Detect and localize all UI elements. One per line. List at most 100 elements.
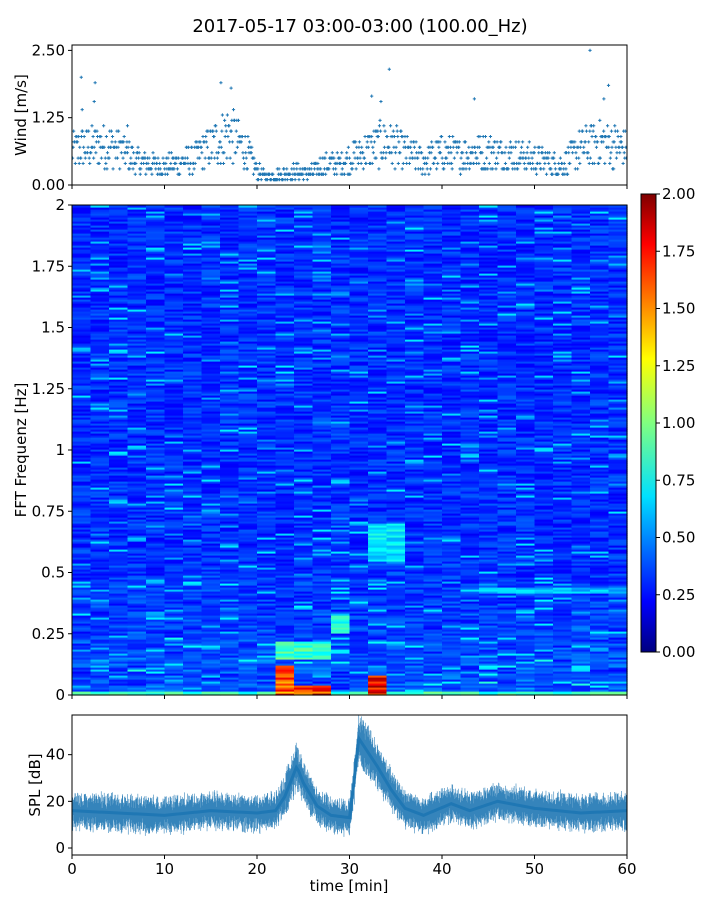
wind-point: [609, 151, 613, 155]
spectrogram-cell: [534, 643, 554, 646]
spectrogram-cell: [127, 443, 147, 446]
wind-point: [305, 178, 309, 182]
spectrogram-cell: [238, 505, 258, 508]
spectrogram-cell: [72, 557, 92, 560]
spectrogram-cell: [386, 515, 406, 518]
spectrogram-cell: [127, 575, 147, 578]
spectrogram-cell: [608, 485, 628, 488]
spectrogram-cell: [72, 481, 92, 484]
spectrogram-cell: [590, 531, 610, 534]
spectrogram-cell: [590, 661, 610, 664]
spectrogram-cell: [423, 691, 443, 694]
spectrogram-cell: [442, 681, 462, 684]
spectrogram-cell: [164, 519, 184, 522]
spectrogram-cell: [164, 595, 184, 598]
spectrogram-cell: [220, 621, 240, 624]
wind-point: [359, 161, 363, 166]
wind-point: [165, 172, 170, 176]
spectrogram-cell: [590, 437, 610, 440]
spectrogram-cell: [146, 649, 166, 652]
spectrogram-cell: [72, 577, 92, 580]
spectrogram-cell: [146, 499, 166, 502]
spectrogram-cell: [90, 475, 110, 478]
spectrogram-cell: [312, 435, 332, 438]
wind-point: [413, 167, 418, 171]
spectrogram-cell: [516, 589, 536, 592]
wind-point: [127, 140, 131, 144]
spectrogram-cell: [368, 661, 388, 664]
spectrogram-cell: [72, 643, 92, 646]
spectrogram-cell: [608, 467, 628, 470]
spectrogram-cell: [238, 477, 258, 480]
spectrogram-cell: [294, 469, 314, 472]
spectrogram-cell: [275, 501, 295, 504]
spectrogram-cell: [516, 649, 536, 652]
spectrogram-cell: [331, 607, 351, 610]
spectrogram-cell: [201, 473, 221, 476]
spectrogram-cell: [368, 547, 388, 550]
spectrogram-cell: [72, 535, 92, 538]
spectrogram-cell: [405, 615, 425, 618]
spectrogram-cell: [238, 689, 258, 692]
spectrogram-cell: [90, 525, 110, 528]
spectrogram-cell: [183, 573, 203, 576]
spectrogram-cell: [146, 535, 166, 538]
spectrogram-cell: [405, 617, 425, 620]
wind-point: [381, 156, 385, 160]
spectrogram-cell: [349, 475, 369, 478]
spectrogram-cell: [571, 437, 591, 440]
spectrogram-cell: [349, 663, 369, 666]
spectrogram-cell: [479, 581, 499, 584]
spectrogram-cell: [442, 565, 462, 568]
wind-point: [158, 161, 162, 166]
spectrogram-cell: [405, 541, 425, 544]
spectrogram-cell: [220, 439, 240, 442]
spectrogram-cell: [257, 643, 277, 646]
spectrogram-cell: [571, 439, 591, 442]
spectrogram-cell: [497, 641, 517, 644]
spectrogram-cell: [109, 591, 129, 594]
spectrogram-cell: [127, 609, 147, 612]
spectrogram-cell: [497, 527, 517, 530]
wind-point: [190, 145, 194, 149]
spectrogram-cell: [405, 599, 425, 602]
spectrogram-cell: [386, 635, 406, 638]
spectrogram-cell: [516, 507, 536, 510]
spectrogram-cell: [516, 685, 536, 688]
spectrogram-cell: [590, 463, 610, 466]
spectrogram-cell: [405, 433, 425, 436]
spectrogram-cell: [590, 683, 610, 686]
wind-point: [418, 145, 422, 149]
spectrogram-cell: [90, 489, 110, 492]
spectrogram-cell: [275, 483, 295, 486]
spectrogram-cell: [405, 469, 425, 472]
spectrogram-cell: [349, 541, 369, 544]
spectrogram-cell: [312, 625, 332, 628]
spectrogram-cell: [312, 471, 332, 474]
spectrogram-cell: [72, 623, 92, 626]
spectrogram-cell: [368, 635, 388, 638]
spectrogram-cell: [442, 447, 462, 450]
spectrogram-cell: [349, 547, 369, 550]
spectrogram-cell: [460, 673, 480, 676]
spectrogram-cell: [368, 685, 388, 688]
spectrogram-cell: [571, 683, 591, 686]
spectrogram-cell: [571, 483, 591, 486]
spectrogram-cell: [534, 561, 554, 564]
spectrogram-cell: [257, 675, 277, 678]
spectrogram-cell: [534, 495, 554, 498]
spectrogram-cell: [164, 511, 184, 514]
spectrogram-cell: [516, 663, 536, 666]
spectrogram-cell: [275, 667, 295, 670]
spectrogram-cell: [349, 573, 369, 576]
wind-point: [499, 140, 503, 144]
spectrogram-cell: [127, 597, 147, 600]
spectrogram-cell: [90, 537, 110, 540]
spectrogram-cell: [294, 465, 314, 468]
spectrogram-cell: [201, 433, 221, 436]
spectrogram-cell: [294, 513, 314, 516]
spectrogram-cell: [386, 591, 406, 594]
wind-point: [594, 145, 599, 149]
spectrogram-cell: [571, 549, 591, 552]
spectrogram-cell: [331, 595, 351, 598]
